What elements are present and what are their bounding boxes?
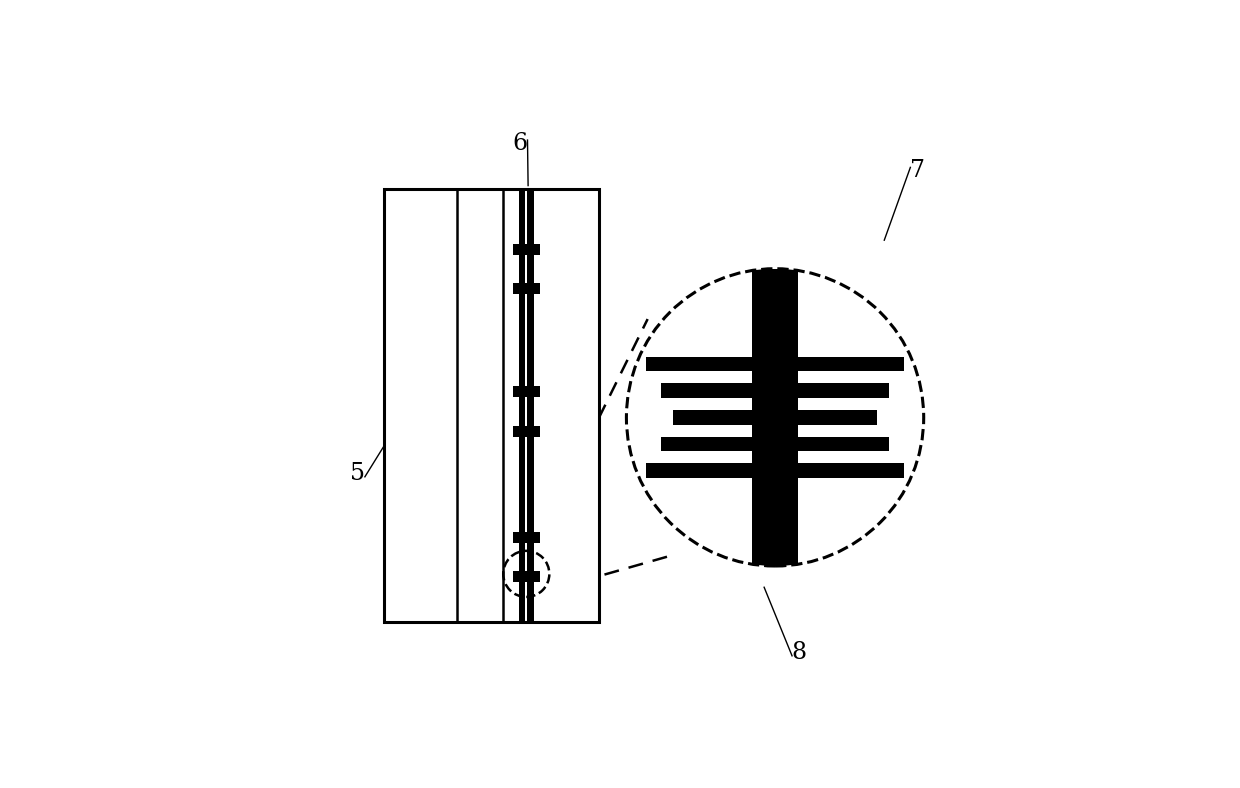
Bar bbox=[513, 386, 539, 397]
Text: 5: 5 bbox=[350, 463, 365, 485]
Text: 7: 7 bbox=[910, 159, 925, 182]
Bar bbox=[799, 357, 904, 371]
Bar bbox=[661, 437, 751, 452]
Bar bbox=[673, 410, 751, 425]
Bar bbox=[513, 243, 539, 255]
Bar bbox=[513, 532, 539, 543]
Bar bbox=[383, 188, 599, 623]
Text: 8: 8 bbox=[792, 641, 807, 664]
Bar bbox=[751, 269, 799, 566]
Bar bbox=[527, 188, 533, 623]
Bar bbox=[513, 283, 539, 294]
Bar bbox=[799, 384, 889, 398]
Bar bbox=[799, 410, 877, 425]
Bar bbox=[646, 357, 751, 371]
Bar bbox=[520, 188, 525, 623]
Bar bbox=[513, 571, 539, 582]
Bar bbox=[799, 437, 889, 452]
Bar bbox=[646, 463, 751, 478]
Bar bbox=[661, 384, 751, 398]
Text: 6: 6 bbox=[512, 132, 528, 154]
Bar bbox=[799, 463, 904, 478]
Bar bbox=[513, 426, 539, 437]
Circle shape bbox=[626, 269, 924, 566]
